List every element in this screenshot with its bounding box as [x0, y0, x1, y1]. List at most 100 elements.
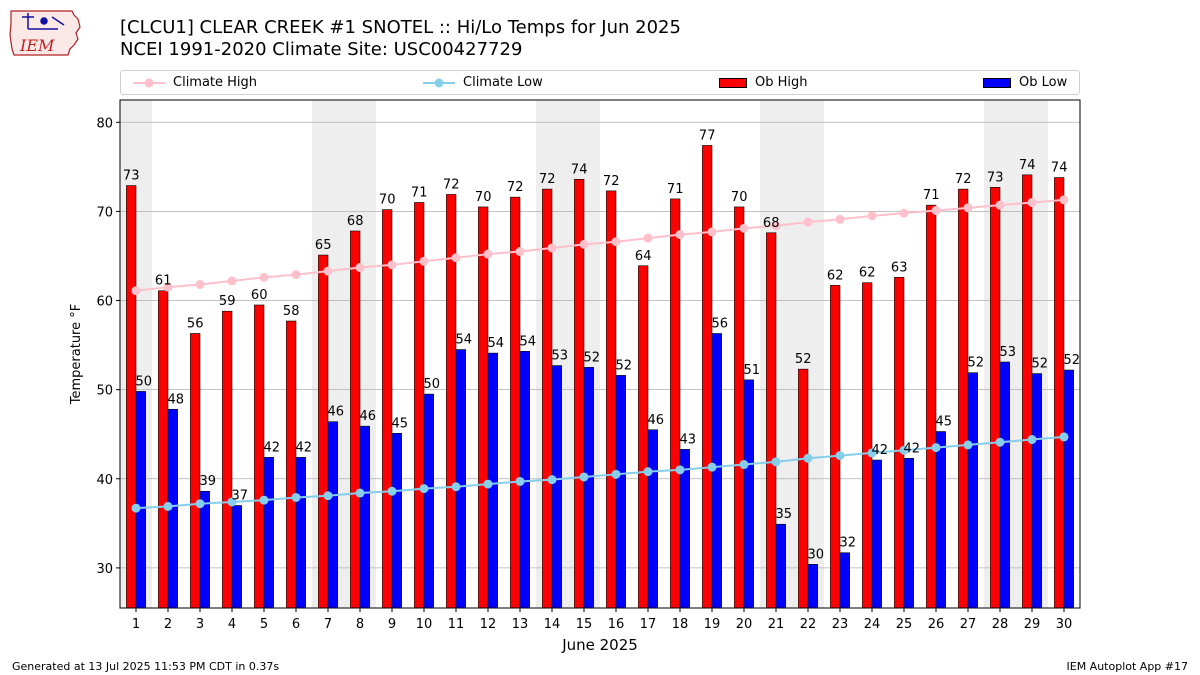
climate-high-point [707, 227, 717, 237]
ob-low-bar [583, 367, 594, 608]
climate-high-point [643, 233, 653, 243]
climate-low-point [739, 460, 749, 470]
y-tick-label: 30 [96, 562, 113, 577]
x-axis-label: June 2025 [561, 636, 638, 654]
climate-low-point [931, 443, 941, 453]
plot-frame [119, 99, 1081, 609]
ob-high-label: 72 [507, 180, 524, 195]
ob-high-label: 52 [795, 352, 812, 367]
x-tick-label: 30 [1056, 617, 1073, 632]
ob-high-bar [734, 206, 745, 608]
legend-label: Ob High [755, 75, 808, 90]
ob-low-label: 53 [552, 349, 569, 364]
ob-high-bar [894, 277, 905, 608]
x-tick-label: 2 [164, 617, 172, 632]
ob-low-label: 52 [968, 356, 985, 371]
ob-high-label: 74 [1051, 161, 1068, 176]
ob-low-bar [199, 490, 210, 608]
legend-item-climate-high: Climate High [133, 75, 257, 90]
ob-high-label: 62 [827, 268, 844, 283]
ob-high-label: 71 [923, 188, 940, 203]
chart-title: [CLCU1] CLEAR CREEK #1 SNOTEL :: Hi/Lo T… [120, 17, 681, 38]
ob-low-label: 32 [840, 536, 857, 551]
ob-high-bar [830, 285, 841, 608]
ob-low-label: 56 [712, 317, 729, 332]
x-tick-label: 23 [832, 617, 849, 632]
ob-low-label: 46 [328, 405, 345, 420]
climate-high-point [227, 276, 237, 286]
climate-high-point [131, 286, 141, 296]
ob-high-label: 61 [155, 274, 172, 289]
ob-high-label: 62 [859, 266, 876, 281]
ob-low-label: 35 [776, 507, 793, 522]
ob-low-bar [871, 459, 882, 608]
legend-label: Ob Low [1019, 75, 1068, 90]
climate-low-point [387, 486, 397, 496]
logo-text: IEM [19, 36, 55, 55]
ob-low-label: 52 [616, 358, 633, 373]
climate-low-point [611, 469, 621, 479]
legend-bar-swatch-icon [983, 77, 1011, 88]
climate-low-line [135, 435, 1065, 510]
legend-bar-swatch-icon [719, 77, 747, 88]
climate-high-point [163, 282, 173, 292]
ob-low-bar [1031, 373, 1042, 608]
ob-high-bar [638, 265, 649, 608]
y-tick-label: 80 [96, 116, 113, 131]
climate-low-point [323, 491, 333, 501]
ob-low-label: 48 [168, 392, 185, 407]
climate-low-point [163, 501, 173, 511]
x-tick-label: 25 [896, 617, 913, 632]
x-tick-label: 18 [672, 617, 689, 632]
ob-low-bar [1063, 369, 1074, 608]
ob-high-label: 68 [347, 214, 364, 229]
ob-high-bar [318, 254, 329, 608]
ob-high-bar [510, 196, 521, 608]
ob-low-label: 54 [520, 334, 537, 349]
climate-low-point [419, 484, 429, 494]
ob-low-label: 53 [1000, 345, 1017, 360]
chart-legend: Climate High Climate Low Ob High Ob Low [120, 70, 1080, 95]
climate-low-point [835, 451, 845, 461]
x-tick-label: 14 [544, 617, 561, 632]
ob-high-label: 77 [699, 128, 716, 143]
climate-low-point [707, 462, 717, 472]
ob-high-label: 71 [411, 185, 428, 200]
ob-low-bar [647, 429, 658, 608]
ob-high-bar [382, 209, 393, 608]
climate-low-point [291, 492, 301, 502]
ob-low-bar [231, 505, 242, 608]
x-tick-label: 6 [292, 617, 300, 632]
x-tick-label: 26 [928, 617, 945, 632]
x-tick-label: 12 [480, 617, 497, 632]
ob-low-bar [615, 375, 626, 608]
ob-high-label: 70 [379, 193, 396, 208]
x-tick-label: 17 [640, 617, 657, 632]
x-tick-label: 15 [576, 617, 593, 632]
ob-low-bar [839, 552, 850, 608]
climate-high-point [1027, 197, 1037, 207]
ob-low-label: 52 [584, 350, 601, 365]
ob-high-label: 72 [955, 172, 972, 187]
ob-high-bar [926, 204, 937, 608]
ob-high-label: 73 [987, 170, 1004, 185]
ob-low-label: 46 [360, 409, 377, 424]
climate-low-point [483, 479, 493, 489]
climate-low-point [643, 467, 653, 477]
ob-low-label: 37 [232, 489, 249, 504]
ob-high-bar [1022, 174, 1033, 608]
climate-high-point [579, 239, 589, 249]
climate-low-point [227, 497, 237, 507]
ob-high-bar [190, 333, 201, 608]
climate-low-point [803, 453, 813, 463]
iem-logo: IEM [9, 10, 81, 56]
x-tick-label: 28 [992, 617, 1009, 632]
legend-item-ob-low: Ob Low [983, 75, 1067, 90]
ob-low-label: 52 [1064, 353, 1081, 368]
climate-low-point [995, 437, 1005, 447]
climate-high-point [931, 206, 941, 216]
ob-low-bar [807, 564, 818, 608]
ob-low-label: 52 [1032, 357, 1049, 372]
x-tick-label: 9 [388, 617, 396, 632]
ob-high-bar [1054, 177, 1065, 608]
